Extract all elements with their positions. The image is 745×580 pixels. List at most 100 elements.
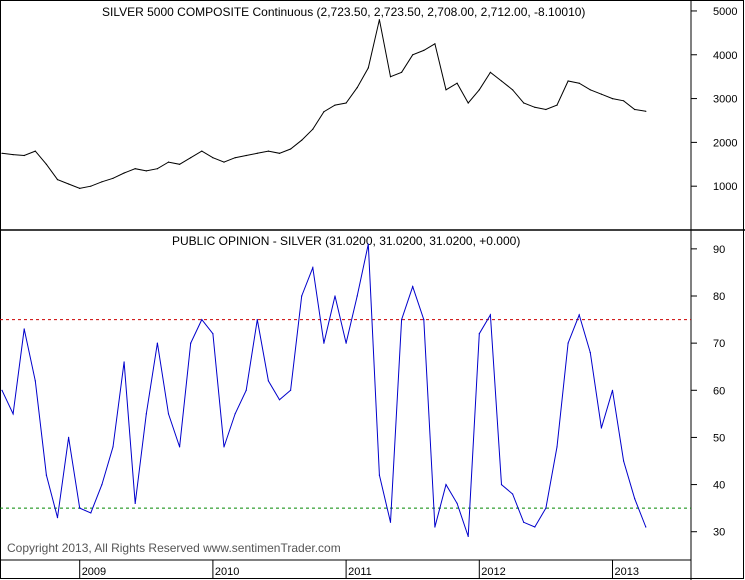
data-point [489, 71, 491, 73]
data-point [179, 163, 181, 165]
data-point [412, 54, 414, 56]
data-point [68, 436, 70, 438]
data-point [312, 267, 314, 269]
data-point [12, 413, 14, 415]
data-point [645, 526, 647, 528]
data-point [434, 526, 436, 528]
data-point [578, 82, 580, 84]
data-point [401, 71, 403, 73]
data-point [456, 82, 458, 84]
data-point [145, 170, 147, 172]
data-point [212, 157, 214, 159]
data-point [167, 413, 170, 415]
x-tick-label: 2009 [82, 566, 106, 578]
data-point [167, 161, 170, 163]
data-point [267, 380, 269, 382]
data-point [523, 102, 525, 104]
data-point [134, 168, 136, 170]
data-point [101, 484, 103, 486]
data-point [478, 333, 480, 335]
data-point [467, 535, 469, 538]
data-point [56, 179, 59, 181]
data-point [523, 521, 525, 523]
data-point [156, 342, 158, 344]
data-point [489, 314, 491, 316]
data-point [79, 507, 81, 509]
y-tick-label: 30 [713, 527, 725, 539]
y-tick-label: 50 [713, 432, 725, 444]
data-point [79, 187, 81, 189]
data-point [245, 389, 247, 391]
data-point [234, 413, 236, 415]
data-point [589, 352, 591, 354]
data-point [623, 460, 625, 462]
public-opinion-line [1, 243, 647, 537]
data-point [445, 89, 447, 91]
data-point [556, 446, 558, 448]
data-point [234, 157, 236, 159]
data-point [1, 152, 3, 154]
data-point [145, 413, 147, 415]
data-point [112, 177, 114, 179]
y-tick-label: 3000 [713, 94, 737, 106]
data-point [600, 93, 603, 95]
data-point [290, 148, 292, 150]
y-tick-label: 5000 [713, 6, 737, 18]
y-tick-label: 70 [713, 338, 725, 350]
data-point [356, 295, 358, 297]
public-opinion-panel: 30 40 50 60 70 80 90 [0, 243, 725, 539]
data-point [367, 243, 369, 245]
data-point [611, 98, 614, 100]
data-point [223, 161, 225, 163]
data-point [90, 185, 92, 187]
data-point [634, 498, 636, 500]
y-tick-label: 1000 [713, 181, 737, 193]
data-point [212, 333, 214, 335]
data-point [290, 389, 292, 391]
data-point [156, 168, 158, 170]
data-point [423, 49, 425, 52]
data-point [412, 286, 414, 288]
data-point [600, 427, 603, 429]
data-point [611, 389, 614, 391]
data-point [567, 342, 569, 344]
data-point [578, 314, 580, 316]
data-point [301, 295, 303, 297]
data-point [645, 110, 647, 112]
data-point [534, 526, 536, 528]
data-point [511, 493, 514, 495]
data-point [367, 67, 369, 69]
data-point [301, 139, 303, 141]
data-point [45, 163, 48, 165]
data-point [123, 172, 125, 174]
x-tick-label: 2010 [215, 566, 239, 578]
data-point [478, 89, 480, 91]
data-point [334, 104, 336, 106]
data-point [34, 150, 36, 152]
data-point [201, 319, 203, 321]
data-point [511, 89, 514, 91]
data-point [90, 512, 92, 514]
data-point [500, 80, 503, 82]
data-point [190, 342, 192, 344]
data-point [201, 150, 203, 152]
data-point [323, 342, 325, 344]
data-point [123, 361, 125, 363]
data-point [545, 507, 547, 509]
y-tick-label: 40 [713, 480, 725, 492]
data-point [278, 399, 281, 401]
y-tick-label: 60 [713, 385, 725, 397]
data-point [467, 102, 469, 104]
data-point [445, 484, 447, 486]
data-point [101, 181, 103, 183]
y-tick-label: 90 [713, 244, 725, 256]
data-point [278, 152, 281, 154]
data-point [312, 128, 314, 130]
x-axis: 2009 2010 2011 2012 2013 [79, 560, 639, 578]
data-point [545, 108, 547, 111]
silver-composite-line [1, 19, 646, 189]
data-point [389, 76, 392, 78]
data-point [323, 111, 325, 113]
silver-composite-panel: 1000 2000 3000 4000 5000 [1, 6, 737, 193]
data-point [45, 474, 48, 476]
